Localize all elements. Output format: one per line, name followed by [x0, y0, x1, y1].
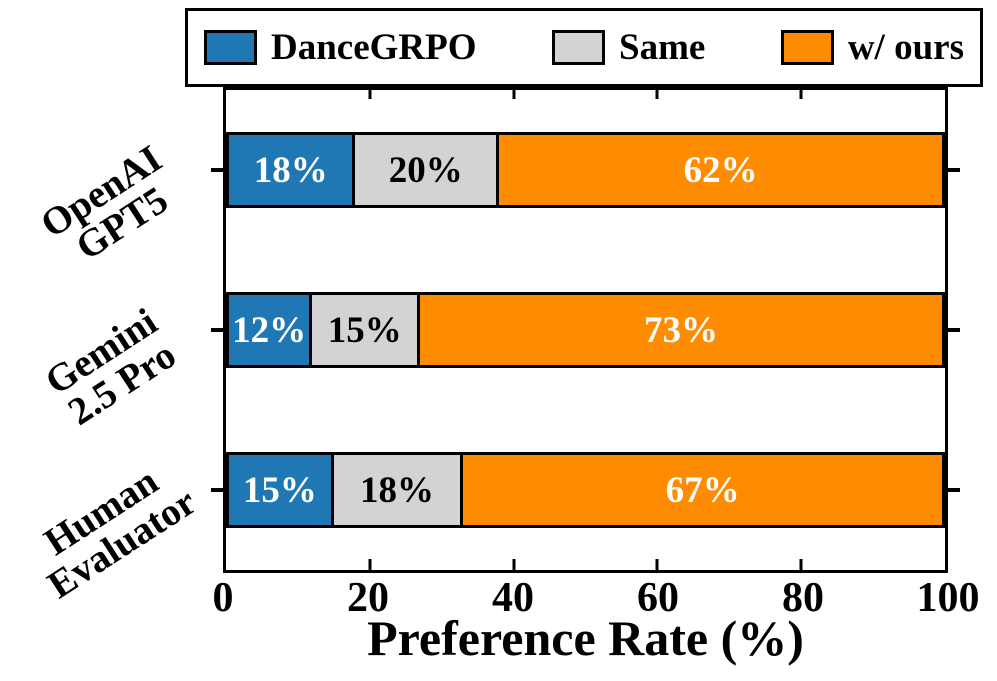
x-axis-title: Preference Rate (%) [367, 610, 804, 666]
x-axis-tick-label: 60 [637, 575, 679, 621]
x-axis-tick [368, 559, 372, 570]
legend-swatch-w-ours-icon [780, 30, 834, 65]
x-axis-tick [799, 559, 803, 570]
bar-segment-value-label: 67% [665, 469, 740, 511]
y-axis-tick [211, 168, 223, 172]
x-axis-tick [512, 90, 516, 99]
bar-segment-value-label: 62% [683, 149, 758, 191]
x-axis-tick [512, 559, 516, 570]
legend-label-same: Same [619, 27, 706, 68]
x-axis-tick [799, 90, 803, 99]
legend-item-dancegrpo: DanceGRPO [204, 29, 477, 66]
bar-human-evaluator: 15% 18% 67% [226, 452, 945, 528]
bar-segment-w-ours: 73% [420, 292, 945, 368]
y-axis-tick [948, 328, 960, 332]
x-axis-tick-label: 80 [782, 575, 824, 621]
legend-item-same: Same [552, 29, 705, 66]
y-axis-tick [211, 328, 223, 332]
x-axis-tick-label: 20 [347, 575, 389, 621]
bar-segment-value-label: 15% [242, 469, 317, 511]
legend-swatch-same-icon [552, 30, 606, 65]
bar-segment-value-label: 18% [253, 149, 328, 191]
y-axis-category-label: OpenAI GPT5 [0, 114, 229, 303]
y-axis-tick [948, 488, 960, 492]
x-axis-tick [655, 559, 659, 570]
bar-openai-gpt5: 18% 20% 62% [226, 132, 945, 208]
x-axis-tick [368, 90, 372, 99]
bar-segment-value-label: 12% [232, 309, 307, 351]
bar-gemini-2-5-pro: 12% 15% 73% [226, 292, 945, 368]
legend-label-dancegrpo: DanceGRPO [271, 27, 477, 68]
legend: DanceGRPO Same w/ ours [185, 8, 983, 87]
legend-label-w-ours: w/ ours [847, 27, 964, 68]
bar-segment-w-ours: 67% [463, 452, 945, 528]
y-axis-category-label: Human Evaluator [0, 434, 229, 623]
legend-item-w-ours: w/ ours [780, 27, 964, 68]
y-axis-tick [211, 488, 223, 492]
bar-segment-value-label: 73% [644, 309, 719, 351]
bar-segment-dancegrpo: 12% [226, 292, 313, 368]
x-axis-tick-label: 0 [212, 575, 234, 621]
bar-segment-value-label: 18% [360, 469, 435, 511]
bar-segment-same: 15% [312, 292, 421, 368]
legend-swatch-dancegrpo-icon [204, 30, 257, 65]
bar-segment-w-ours: 62% [499, 132, 945, 208]
y-axis-tick [948, 168, 960, 172]
bar-segment-same: 20% [355, 132, 500, 208]
bar-segment-same: 18% [333, 452, 464, 528]
y-axis-category-label: Gemini 2.5 Pro [0, 274, 229, 463]
x-axis-tick-label: 40 [492, 575, 534, 621]
x-axis-tick-label: 100 [916, 575, 980, 621]
bar-segment-dancegrpo: 18% [226, 132, 356, 208]
bar-segment-dancegrpo: 15% [226, 452, 334, 528]
x-axis-tick [655, 90, 659, 99]
bar-segment-value-label: 20% [388, 149, 463, 191]
bar-segment-value-label: 15% [327, 309, 402, 351]
plot-area: 18% 20% 62% 12% 15% 73% 15% 18% 67% [211, 87, 960, 573]
